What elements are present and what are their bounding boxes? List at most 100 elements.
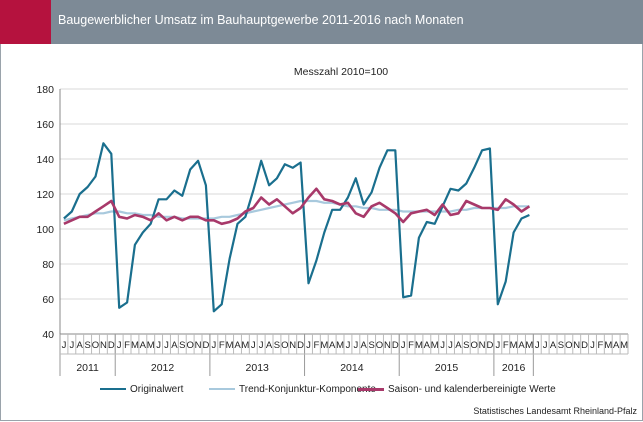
month-label: J [156,340,161,351]
month-label: J [543,340,548,351]
month-label: M [525,340,533,351]
legend-swatch-trend [209,388,235,391]
month-label: A [613,340,620,351]
month-label: J [448,340,453,351]
month-label: D [203,340,210,351]
month-label: J [164,340,169,351]
month-label: N [384,340,391,351]
year-label: 2016 [502,362,526,374]
month-label: O [92,340,99,351]
month-label: M [620,340,628,351]
legend-label: Trend-Konjunktur-Komponente [239,384,376,395]
month-label: D [297,340,304,351]
month-label: M [320,340,328,351]
month-label: A [140,340,147,351]
month-label: A [361,340,368,351]
series-line-saison [63,187,531,226]
y-tick-label: 180 [36,84,54,96]
legend-label: Saison- und kalenderbereinigte Werte [388,384,556,395]
month-label: J [401,340,406,351]
source-note: Statistisches Landesamt Rheinland-Pfalz [473,406,637,416]
month-label: M [131,340,139,351]
legend-item-trend: Trend-Konjunktur-Komponente [209,384,376,395]
month-label: A [455,340,462,351]
month-label: J [353,340,358,351]
header-accent [0,0,51,44]
month-label: N [573,340,580,351]
month-label: J [495,340,500,351]
month-label: D [487,340,494,351]
month-label: M [336,340,344,351]
month-label: S [368,340,374,351]
month-label: F [408,340,414,351]
month-label: A [518,340,525,351]
chart-title: Baugewerblicher Umsatz im Bauhauptgewerb… [58,13,464,27]
month-label: F [219,340,225,351]
y-tick-label: 40 [42,329,54,341]
legend-item-saison: Saison- und kalenderbereinigte Werte [358,384,556,395]
year-label: 2014 [340,362,364,374]
month-label: M [510,340,518,351]
year-label: 2015 [435,362,459,374]
month-label: S [179,340,185,351]
month-label: J [211,340,216,351]
month-label: A [171,340,178,351]
month-label: J [440,340,445,351]
month-label: A [266,340,273,351]
month-label: M [147,340,155,351]
month-label: N [100,340,107,351]
month-label: N [289,340,296,351]
month-label: N [195,340,202,351]
month-label: M [415,340,423,351]
month-label: A [329,340,336,351]
month-label: N [479,340,486,351]
month-label: O [470,340,477,351]
y-tick-label: 120 [36,189,54,201]
month-label: J [251,340,256,351]
month-label: F [124,340,130,351]
month-label: J [535,340,540,351]
month-label: S [558,340,564,351]
month-label: J [306,340,311,351]
month-label: F [313,340,319,351]
year-label: 2011 [76,362,99,374]
y-tick-label: 140 [36,154,54,166]
month-label: J [117,340,122,351]
month-label: M [604,340,612,351]
month-label: F [597,340,603,351]
month-label: J [259,340,264,351]
month-label: A [77,340,84,351]
month-label: J [62,340,67,351]
month-label: O [376,340,383,351]
month-label: O [281,340,288,351]
series-line-originalwert [63,142,530,313]
month-label: J [69,340,74,351]
y-tick-label: 160 [36,119,54,131]
legend-swatch-originalwert [100,388,126,391]
month-label: F [503,340,509,351]
month-label: D [108,340,115,351]
month-label: O [565,340,572,351]
series-line-trend [63,199,530,222]
month-label: A [424,340,431,351]
year-label: 2012 [151,362,175,374]
month-label: M [226,340,234,351]
month-label: S [274,340,280,351]
month-label: O [186,340,193,351]
chart-subtitle: Messzahl 2010=100 [294,66,388,78]
month-label: S [84,340,90,351]
legend-label: Originalwert [130,384,184,395]
year-label: 2013 [246,362,270,374]
month-label: D [581,340,588,351]
month-label: M [241,340,249,351]
y-tick-label: 60 [42,294,54,306]
legend-swatch-saison [358,387,384,391]
legend-item-originalwert: Originalwert [100,384,183,395]
y-tick-label: 80 [42,259,54,271]
month-label: J [590,340,595,351]
month-label: D [392,340,399,351]
month-label: M [431,340,439,351]
month-label: J [346,340,351,351]
month-label: A [234,340,241,351]
